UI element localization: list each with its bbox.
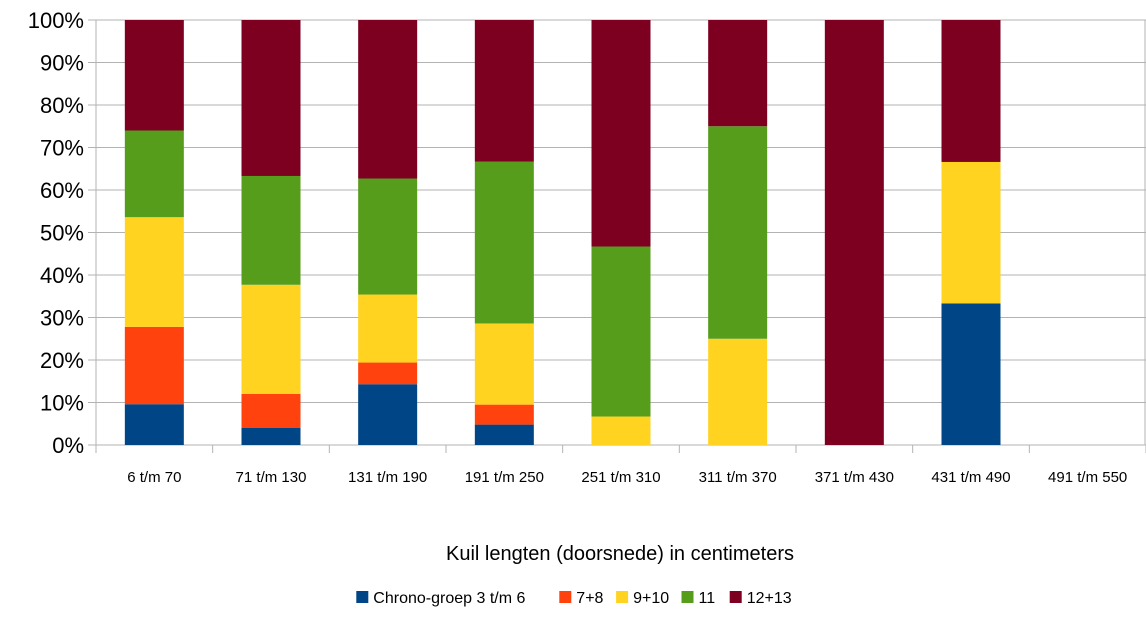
legend-label: 11 [699, 590, 716, 607]
bar-segment [708, 338, 768, 445]
x-tick-label: 251 t/m 310 [581, 469, 660, 486]
y-tick-label: 20% [40, 348, 84, 373]
bar-segment [124, 217, 184, 327]
legend-swatch [729, 591, 742, 603]
bar-segment [591, 246, 651, 417]
bar-segment [241, 428, 301, 445]
y-tick-label: 60% [40, 178, 84, 203]
legend-label: 12+13 [747, 590, 792, 607]
bars [124, 20, 1001, 445]
bar-segment [124, 130, 184, 218]
bar-segment [358, 20, 418, 179]
bar-segment [824, 20, 884, 445]
bar-segment [124, 20, 184, 131]
legend: Chrono-groep 3 t/m 6 7+8 9+10 11 12+13 [356, 590, 792, 607]
x-tick-label: 311 t/m 370 [699, 469, 777, 486]
y-tick-label: 90% [40, 51, 84, 76]
bar-segment [474, 161, 534, 324]
legend-swatch [616, 591, 629, 603]
y-tick-label: 10% [40, 391, 84, 416]
bar-segment [941, 20, 1001, 162]
legend-swatch [559, 591, 572, 603]
legend-label: 9+10 [633, 590, 669, 607]
bar-segment [358, 294, 418, 363]
y-tick-labels: 0% 10% 20% 30% 40% 50% 60% 70% 80% 90% 100% [28, 8, 84, 458]
bar-segment [474, 20, 534, 162]
x-tick-label: 131 t/m 190 [348, 469, 427, 486]
bar-segment [241, 284, 301, 394]
x-tick-label: 371 t/m 430 [815, 469, 894, 486]
x-tick-label: 191 t/m 250 [465, 469, 544, 486]
legend-swatch [356, 591, 369, 603]
bar-segment [358, 362, 418, 385]
bar-segment [124, 326, 184, 405]
axes [95, 20, 1146, 453]
x-tick-label: 431 t/m 490 [931, 469, 1010, 486]
bar-segment [241, 394, 301, 428]
bar-segment [591, 416, 651, 445]
bar-segment [358, 178, 418, 295]
bar-segment [358, 384, 418, 445]
y-tick-label: 50% [40, 221, 84, 246]
y-tick-label: 80% [40, 93, 84, 118]
x-tick-label: 71 t/m 130 [236, 469, 307, 486]
bar-segment [124, 404, 184, 445]
bar-segment [941, 303, 1001, 445]
y-tick-label: 100% [28, 8, 84, 33]
bar-segment [708, 126, 768, 339]
y-tick-label: 30% [40, 306, 84, 331]
legend-swatch [681, 591, 694, 603]
bar-segment [591, 20, 651, 247]
bar-segment [474, 404, 534, 425]
bar-segment [474, 424, 534, 445]
x-axis-title: Kuil lengten (doorsnede) in centimeters [446, 543, 794, 565]
x-tick-label: 6 t/m 70 [127, 469, 181, 486]
bar-segment [241, 175, 301, 285]
y-tick-label: 40% [40, 263, 84, 288]
x-tick-label: 491 t/m 550 [1048, 469, 1127, 486]
legend-label: Chrono-groep 3 t/m 6 [373, 590, 525, 607]
y-tick-label: 0% [52, 433, 84, 458]
bar-segment [474, 323, 534, 405]
y-tick-label: 70% [40, 136, 84, 161]
bar-segment [241, 20, 301, 176]
bar-segment [941, 161, 1001, 304]
legend-label: 7+8 [576, 590, 603, 607]
x-tick-labels: 6 t/m 70 71 t/m 130 131 t/m 190 191 t/m 250… [127, 469, 1127, 486]
bar-segment [708, 20, 768, 127]
